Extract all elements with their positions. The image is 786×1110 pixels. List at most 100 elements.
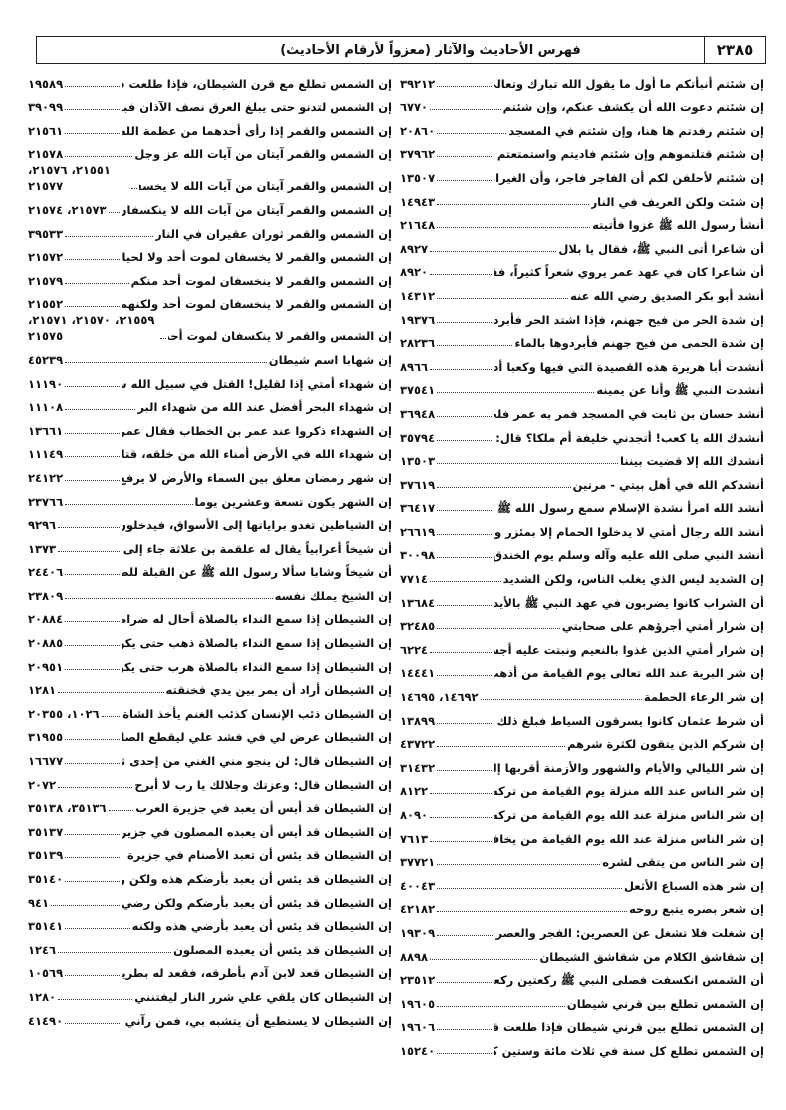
entry-refs: ٨٩٢٠	[400, 265, 429, 280]
entry-text: أنشدت أبا هريرة هذه القصيدة التي فيها وك…	[494, 359, 764, 374]
entry-text: أنشد النبي صلى الله عليه وآله وسلم يوم ا…	[494, 548, 764, 563]
dot-leader	[430, 109, 501, 111]
index-entry: إن الشمس والقمر لا يخسفان لموت أحد ولا ل…	[28, 242, 392, 266]
index-entry: إن الشيطان قد أيس أن يعبده المصلون في جز…	[28, 816, 392, 840]
entry-text: إن شئتم رفدتم ها هنا، وإن شئتم في المسجد	[508, 123, 764, 138]
entry-text: أن الشراب كانوا يضربون في عهد النبي ﷺ با…	[494, 595, 764, 610]
index-entry: إن شر الناس منزلة عند الله يوم القيامة م…	[400, 799, 764, 823]
entry-refs: ٢٣٧٦٦	[28, 494, 64, 509]
entry-refs: ٧٦١٣	[400, 831, 429, 846]
entry-refs: ١٢٤٦	[28, 942, 57, 957]
entry-refs: ١٦٦٧٧	[28, 754, 64, 769]
entry-refs: ٢٠٧٢	[28, 777, 57, 792]
dot-leader	[65, 409, 136, 411]
dot-leader	[65, 306, 120, 308]
entry-text: إن الشيطان أراد أن يمر بين يدي فخنقته	[165, 683, 392, 698]
dot-leader	[480, 699, 642, 701]
dot-leader	[101, 715, 121, 717]
dot-leader	[65, 881, 120, 882]
index-entry: إن شهداء الله في الأرض أمناء الله من خلق…	[28, 439, 392, 463]
entry-text: أنشد أبو بكر الصديق رضي الله عنه	[570, 288, 764, 303]
entry-refs: ١١١٠٨	[28, 400, 64, 415]
index-entry: إن شئتم رفدتم ها هنا، وإن شئتم في المسجد…	[400, 115, 764, 139]
entry-refs: ٣٠٠٩٨	[400, 548, 436, 563]
index-entry: إن شر هذه السباع الأثعل ٤٠٠٤٣	[400, 870, 764, 894]
entry-refs: ١٩٦٠٦	[400, 1020, 436, 1035]
entry-text: أن شاعرا أتى النبي ﷺ، فقال يا بلال	[558, 241, 764, 256]
dot-leader	[437, 934, 494, 936]
dot-leader	[58, 527, 120, 529]
dot-leader	[430, 368, 492, 370]
dot-leader	[437, 722, 492, 724]
index-entry: إن الشمس والقمر لا ينخسفان لموت أحد ولكن…	[28, 289, 392, 313]
index-entry: إن الشمس لتدنو حتى يبلغ العرق نصف الآذان…	[28, 92, 392, 116]
entry-refs: ٣٩٥٣٣	[28, 226, 64, 241]
dot-leader	[437, 982, 492, 984]
entry-text: أن شيخاً أعرابياً يقال له علقمة بن علاثة…	[122, 541, 392, 556]
entry-text: إن الشيطان قد يئس أن يعبد بأرضكم ولكن رض…	[122, 895, 392, 910]
entry-refs: ٤٠٠٤٣	[400, 878, 436, 893]
dot-leader	[437, 156, 492, 158]
entry-refs: ١٤٦٩٢، ١٤٦٩٥	[400, 690, 479, 705]
entry-text: إن شقاشق الكلام من شقاشق الشيطان	[539, 949, 764, 964]
dot-leader	[437, 85, 492, 87]
entry-text: إن شئتم لأحلفن لكم أن الفاجر فاجر، وأن ا…	[494, 170, 764, 185]
entry-refs: ١١١٤٩	[28, 447, 64, 462]
index-entry: إن شر الناس منزلة عند الله يوم القيامة م…	[400, 823, 764, 847]
entry-text: إن الشمس تطلع بين قرني شيطان فإذا طلعت ق…	[494, 1020, 764, 1035]
index-entry: أن شرط عثمان كانوا يسرقون السياط فبلغ ذل…	[400, 705, 764, 729]
index-entry: إن الشيطان كان يلقي علي شرر النار ليفتنن…	[28, 981, 392, 1005]
dot-leader	[437, 132, 507, 134]
entry-text: أن الشمس انكسفت فصلى النبي ﷺ ركعتين ركعت…	[494, 973, 764, 988]
entry-text: إن شر الناس منزلة عند الله يوم القيامة م…	[494, 831, 764, 846]
entry-text: أن شيخاً وشابا سألا رسول الله ﷺ عن القبل…	[122, 565, 392, 580]
entry-text: إن الشمس والقمر ثوران عقيران في النار	[155, 226, 392, 241]
entry-refs: ٣٧٥٤١	[400, 383, 436, 398]
dot-leader	[430, 250, 557, 252]
dot-leader	[65, 235, 154, 237]
index-entry: أنشأ رسول الله ﷺ غزوا فأتيته ٢١٦٤٨	[400, 210, 764, 234]
entry-text: أن شرط عثمان كانوا يسرقون السياط فبلغ ذل…	[494, 713, 764, 728]
dot-leader	[65, 668, 120, 670]
entry-refs: ٢١٥٧٣، ٢١٥٧٤	[28, 202, 107, 217]
dot-leader	[58, 692, 164, 694]
entry-refs: ٤٢١٨٢	[400, 902, 436, 917]
index-entry: إن الشيطان قد يئس أن تعبد الأصنام في جزي…	[28, 840, 392, 864]
dot-leader	[437, 321, 492, 323]
entry-refs: ١٩٥٨٩	[28, 76, 64, 91]
entry-refs: ٣٧٦١٩	[400, 477, 436, 492]
entry-refs: ١٩٣٧٦	[400, 312, 436, 327]
entry-text: إن الشيطان كان يلقي علي شرر النار ليفتنن…	[134, 989, 392, 1004]
dot-leader	[437, 297, 568, 299]
entry-text: إن شدة الحمى من فيح جهنم فأبردوها بالماء	[514, 336, 764, 351]
entry-text: إن شدة الحر من فيح جهنم، فإذا اشتد الحر …	[494, 312, 764, 327]
dot-leader	[437, 1029, 492, 1031]
index-entry: إن الشمس والقمر آيتان من آيات الله لا يخ…	[28, 162, 392, 194]
index-entry: أنشد النبي صلى الله عليه وآله وسلم يوم ا…	[400, 540, 764, 564]
dot-leader	[65, 597, 273, 599]
index-entry: إن الشمس والقمر آيتان من آيات الله لا ين…	[28, 194, 392, 218]
entry-refs: ١٤٣١٢	[400, 288, 436, 303]
entry-text: أن شاعرا كان في عهد عمر يروي شعراً كثيرا…	[494, 265, 764, 280]
index-entry: إن شقاشق الكلام من شقاشق الشيطان ٨٨٩٨	[400, 941, 764, 965]
entry-refs: ١٣٨٩٩	[400, 713, 436, 728]
index-entry: إن الشمس والقمر إذا رأى أحدهما من عظمة ا…	[28, 115, 392, 139]
dot-leader	[65, 385, 120, 387]
entry-text: إن الشيطان قال: لن ينجو مني الغني من إحد…	[122, 754, 392, 769]
index-entry: إن شئت ولكن العريف في النار ١٤٩٤٣	[400, 186, 764, 210]
entry-text: إن شر الليالي والأيام والشهور والأزمنة أ…	[494, 760, 764, 775]
index-entry: إن شئتم لأحلفن لكم أن الفاجر فاجر، وأن ا…	[400, 162, 764, 186]
index-entry: إن الشيطان إذا سمع النداء بالصلاة هرب حت…	[28, 651, 392, 675]
dot-leader	[65, 361, 267, 363]
entry-refs: ٣٥١٤١	[28, 919, 64, 934]
entry-refs: ٣٦٩٤٨	[400, 406, 436, 421]
dot-leader	[65, 456, 120, 458]
entry-text: إن شر الرعاء الحطمة	[643, 690, 764, 705]
index-entry: إن شهر رمضان معلق بين السماء والأرض لا ي…	[28, 462, 392, 486]
index-entry: إن شهابا اسم شيطان ٤٥٢٣٩	[28, 344, 392, 368]
dot-leader	[437, 203, 589, 205]
dot-leader	[430, 581, 501, 583]
dot-leader	[65, 156, 133, 158]
dot-leader	[437, 533, 492, 535]
dot-leader	[130, 188, 137, 190]
